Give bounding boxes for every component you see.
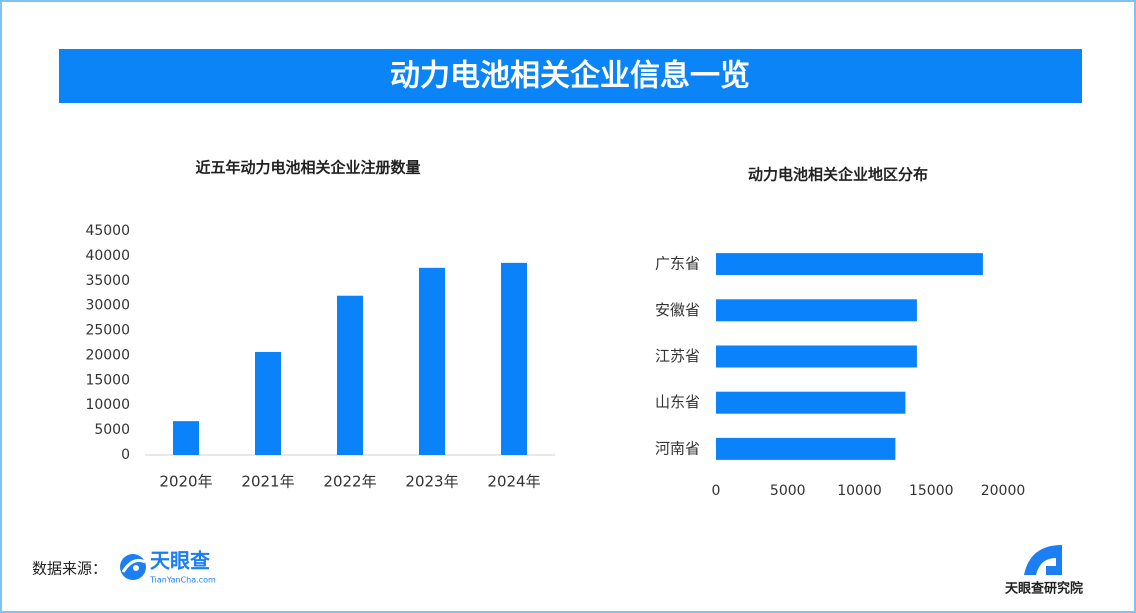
chart-title: 近五年动力电池相关企业注册数量 — [195, 159, 420, 177]
source-label: 数据来源： — [32, 560, 107, 578]
chart-title: 动力电池相关企业地区分布 — [748, 166, 928, 184]
bar — [501, 262, 527, 455]
x-tick-label: 2020年 — [159, 473, 212, 491]
bar — [716, 391, 906, 414]
y-tick-label: 40000 — [85, 248, 130, 264]
y-tick-label: 45000 — [85, 223, 130, 239]
x-tick-label: 5000 — [770, 483, 806, 499]
banner — [59, 49, 1082, 103]
x-tick-label: 20000 — [981, 483, 1026, 499]
institute-name: 天眼查研究院 — [1005, 581, 1083, 597]
x-tick-label: 15000 — [909, 483, 954, 499]
logo-name: 天眼查 — [150, 549, 210, 573]
bar — [255, 351, 281, 455]
x-tick-label: 2024年 — [487, 473, 540, 491]
y-tick-label: 江苏省 — [655, 347, 700, 365]
y-tick-label: 25000 — [85, 323, 130, 339]
x-tick-label: 2021年 — [241, 473, 294, 491]
y-tick-label: 30000 — [85, 298, 130, 314]
x-tick-label: 2023年 — [405, 473, 458, 491]
y-tick-label: 安徽省 — [655, 301, 700, 319]
y-tick-label: 山东省 — [655, 393, 700, 411]
y-tick-label: 0 — [121, 447, 130, 463]
bar — [716, 253, 983, 276]
bar — [716, 437, 896, 460]
y-tick-label: 15000 — [85, 372, 130, 388]
y-tick-label: 5000 — [94, 422, 130, 438]
x-tick-label: 10000 — [837, 483, 882, 499]
bar — [337, 295, 363, 455]
y-tick-label: 10000 — [85, 397, 130, 413]
y-tick-label: 35000 — [85, 273, 130, 289]
y-tick-label: 广东省 — [655, 255, 700, 273]
logo-url: TianYanCha.com — [149, 576, 216, 585]
bar — [716, 345, 917, 368]
y-tick-label: 河南省 — [655, 439, 700, 457]
bar — [716, 299, 917, 322]
bar — [173, 421, 199, 455]
bar — [419, 267, 445, 455]
logo-icon — [120, 554, 146, 580]
banner-title: 动力电池相关企业信息一览 — [390, 59, 750, 94]
x-tick-label: 0 — [712, 483, 721, 499]
institute-icon — [1024, 545, 1062, 575]
y-tick-label: 20000 — [85, 347, 130, 363]
x-tick-label: 2022年 — [323, 473, 376, 491]
